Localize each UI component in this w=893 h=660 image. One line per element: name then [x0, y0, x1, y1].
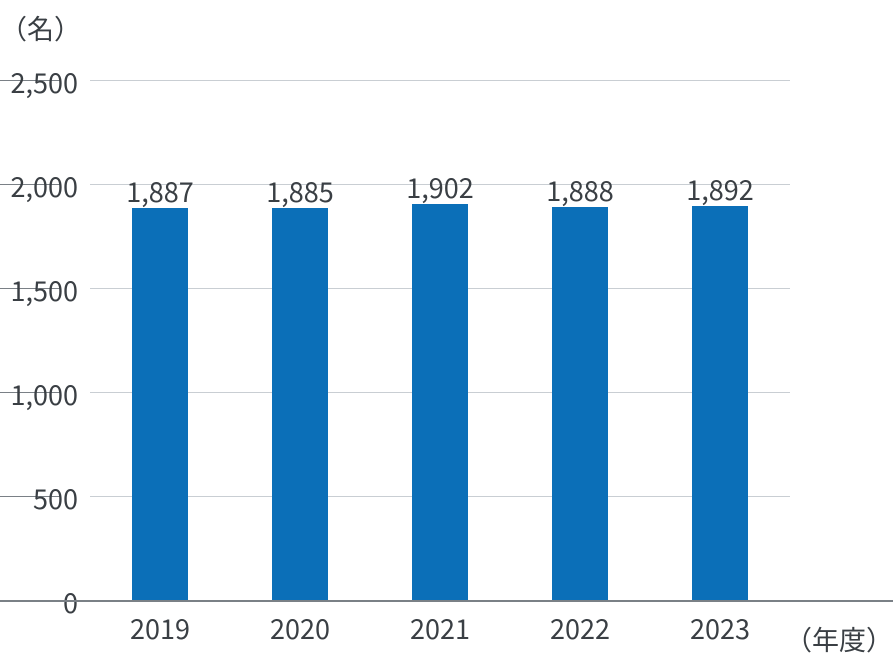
x-tick-label: 2020 — [230, 608, 370, 647]
gridline — [90, 80, 790, 81]
bar — [692, 206, 748, 600]
x-tick-label: 2021 — [370, 608, 510, 647]
bar-value-label: 1,892 — [650, 169, 790, 208]
x-axis-line — [0, 600, 893, 602]
bar — [412, 204, 468, 600]
bar — [272, 208, 328, 600]
x-tick-label: 2019 — [90, 608, 230, 647]
x-tick-label: 2023 — [650, 608, 790, 647]
y-tick-label: 1,500 — [0, 270, 78, 309]
x-tick-label: 2022 — [510, 608, 650, 647]
y-tick-label: 2,000 — [0, 166, 78, 205]
y-axis-unit-label: （名） — [0, 8, 81, 47]
bar — [552, 207, 608, 600]
x-axis-unit-label: （年度） — [785, 619, 893, 658]
bar — [132, 208, 188, 600]
chart-container: （名） 05001,0001,5002,0002,5001,88720191,8… — [0, 0, 893, 660]
bar-value-label: 1,902 — [370, 167, 510, 206]
bar-value-label: 1,885 — [230, 171, 370, 210]
bar-value-label: 1,888 — [510, 170, 650, 209]
plot-area: 05001,0001,5002,0002,5001,88720191,88520… — [90, 80, 790, 600]
bar-value-label: 1,887 — [90, 171, 230, 210]
y-tick-label: 1,000 — [0, 374, 78, 413]
y-tick-label: 2,500 — [0, 62, 78, 101]
y-tick-label: 500 — [0, 478, 78, 517]
